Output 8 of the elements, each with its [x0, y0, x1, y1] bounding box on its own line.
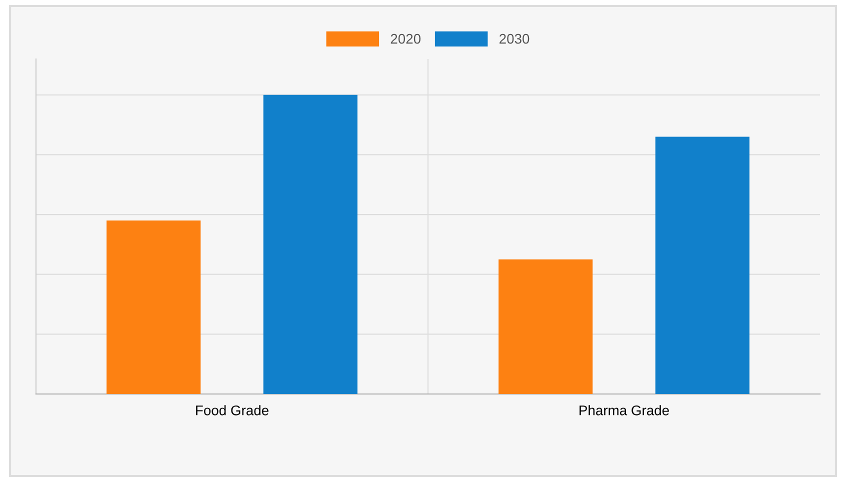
legend-label: 2030 — [500, 34, 530, 44]
bar — [263, 94, 358, 394]
bar — [655, 136, 750, 394]
legend-label: 2020 — [390, 34, 421, 44]
x-tick-label: Pharma Grade — [580, 405, 669, 416]
bar — [498, 259, 593, 394]
bar — [106, 220, 201, 394]
x-tick-label: Food Grade — [196, 405, 268, 416]
